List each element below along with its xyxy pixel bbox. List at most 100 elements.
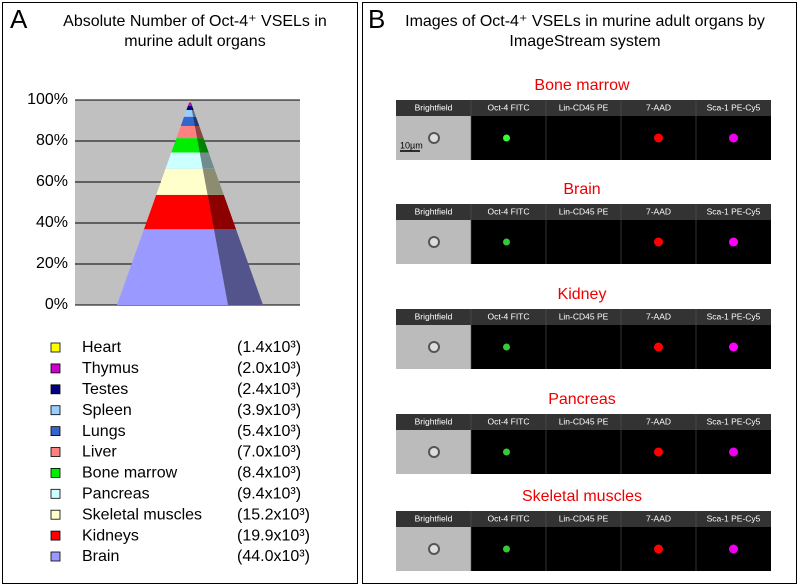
channel-header: Oct-4 FITC [487,513,529,523]
channel-header: Sca-1 PE-Cy5 [707,416,761,426]
pyramid-segment [176,126,198,139]
cell [654,237,663,247]
channel-header: Brightfield [415,513,453,523]
legend-swatch [50,551,61,562]
value-label: (5.4x10³) [237,423,301,440]
y-tick-label: 0% [45,296,68,313]
pyramid-segment [143,194,214,230]
cell [428,236,440,248]
channel-header: Oct-4 FITC [487,311,529,321]
channel-header: Sca-1 PE-Cy5 [707,102,761,112]
pyramid-segment [189,100,191,103]
panel-label: B [368,4,386,34]
pyramid-segment [156,168,208,195]
cell [503,343,510,351]
cell [503,545,510,553]
y-tick-label: 60% [36,173,68,190]
value-label: (2.4x10³) [237,381,301,398]
cell [729,237,738,247]
legend-label: Heart [82,339,122,356]
pyramid-side [197,138,209,153]
channel-header: Sca-1 PE-Cy5 [707,311,761,321]
strip-header [396,309,771,325]
channel-header: 7-AAD [646,311,671,321]
strip-header [396,414,771,430]
value-label: (7.0x10³) [237,444,301,461]
channel-header: 7-AAD [646,102,671,112]
legend-label: Lungs [82,423,126,440]
cell [428,132,440,144]
y-tick-label: 40% [36,214,68,231]
value-label: (44.0x10³) [237,548,310,565]
legend-swatch [50,467,61,478]
cell [428,446,440,458]
legend-swatch [50,426,61,437]
value-label: (2.0x10³) [237,360,301,377]
cell [503,448,510,456]
legend-label: Liver [82,444,117,461]
value-label: (8.4x10³) [237,465,301,482]
value-label: (1.4x10³) [237,339,301,356]
channel-header: Brightfield [415,102,453,112]
legend-label: Thymus [82,360,139,377]
channel-header: Oct-4 FITC [487,416,529,426]
panel-title: Images of Oct-4⁺ VSELs in murine adult o… [405,13,765,50]
cell [729,544,738,554]
organ-title: Bone marrow [534,77,630,94]
side-shade [197,138,209,153]
channel-header: Lin-CD45 PE [559,513,609,523]
cell [654,544,663,554]
channel-header: 7-AAD [646,206,671,216]
legend-label: Skeletal muscles [82,506,202,523]
cell [729,133,738,143]
panel-a [2,2,358,584]
cell [428,543,440,555]
pyramid-side [194,126,204,139]
side-shade [202,168,224,195]
organ-title: Skeletal muscles [522,488,642,505]
pyramid-side [190,102,193,106]
legend-label: Testes [82,381,128,398]
legend-swatch [50,342,61,353]
channel-header: Sca-1 PE-Cy5 [707,206,761,216]
side-shade [194,126,204,139]
pyramid-side [191,105,194,110]
pyramid-segment [165,152,203,169]
pyramid-side [190,100,191,103]
legend-swatch [50,363,61,374]
legend-label: Spleen [82,402,132,419]
side-shade [191,105,194,110]
channel-header: Brightfield [415,311,453,321]
channel-header: Lin-CD45 PE [559,416,609,426]
channel-header: 7-AAD [646,513,671,523]
pyramid-segment [186,105,192,110]
pyramid-side [207,194,237,230]
value-label: (3.9x10³) [237,402,301,419]
pyramid-side [191,109,196,117]
cell [503,238,510,246]
channel-header: Lin-CD45 PE [559,311,609,321]
legend-label: Brain [82,548,119,565]
channel-header: Lin-CD45 PE [559,206,609,216]
organ-title: Kidney [558,286,607,303]
scale-bar-label: 10µm [400,140,423,150]
side-shade [199,152,215,169]
organ-title: Pancreas [548,391,616,408]
value-label: (19.9x10³) [237,527,310,544]
y-tick-label: 20% [36,255,68,272]
side-shade [207,194,237,230]
cell [503,134,510,142]
legend-swatch [50,447,61,457]
panel-b [362,2,797,584]
legend-swatch [50,405,61,416]
pyramid-side [199,152,215,169]
chart-title: Absolute Number of Oct-4⁺ VSELs in murin… [63,13,327,50]
pyramid-side [193,116,200,127]
cell [654,133,663,143]
pyramid-segment [184,109,194,117]
pyramid-segment [171,138,200,153]
channel-header: Oct-4 FITC [487,102,529,112]
strip-header [396,204,771,220]
